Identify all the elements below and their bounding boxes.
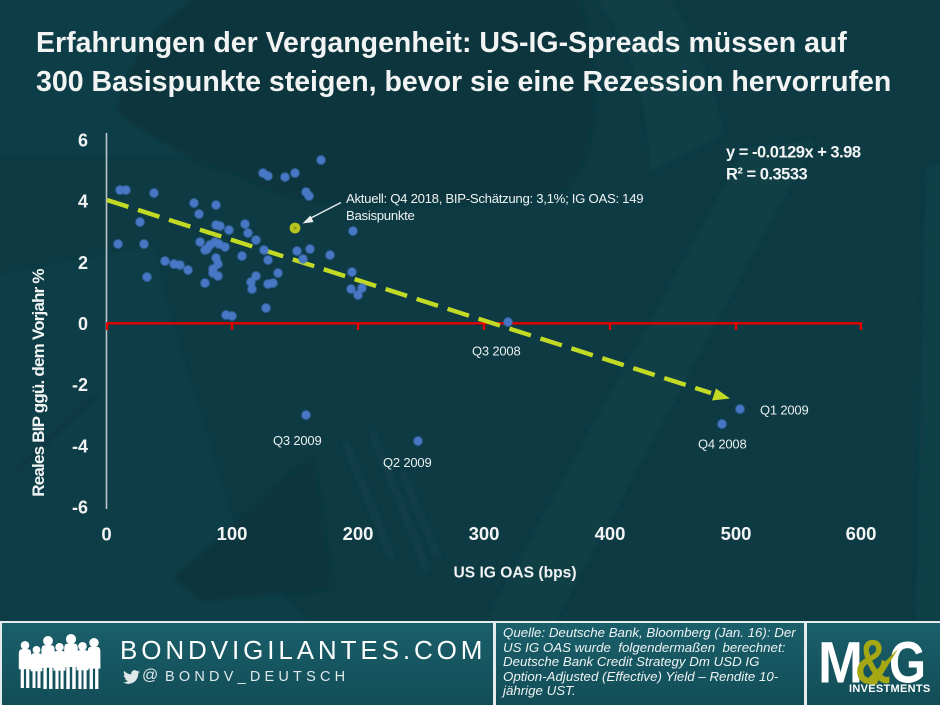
svg-text:6: 6 (78, 131, 88, 151)
svg-text:300: 300 (469, 523, 500, 544)
svg-text:Basispunkte: Basispunkte (346, 208, 415, 223)
svg-text:0: 0 (78, 314, 88, 334)
svg-text:Reales BIP ggü. dem Vorjahr %: Reales BIP ggü. dem Vorjahr % (29, 269, 48, 497)
svg-text:Q3 2009: Q3 2009 (273, 433, 321, 448)
svg-text:200: 200 (343, 523, 374, 544)
svg-text:M: M (818, 630, 863, 695)
svg-text:4: 4 (78, 192, 88, 212)
svg-text:Aktuell: Q4 2018, BIP-Schätzu: Aktuell: Q4 2018, BIP-Schätzung: 3,1%; I… (346, 191, 643, 206)
svg-text:100: 100 (217, 523, 248, 544)
svg-text:Q1 2009: Q1 2009 (760, 403, 808, 418)
svg-text:400: 400 (595, 523, 626, 544)
svg-text:Q4 2008: Q4 2008 (698, 437, 746, 452)
svg-text:Q2 2009: Q2 2009 (383, 455, 431, 470)
svg-text:-4: -4 (72, 436, 88, 456)
svg-text:y = -0.0129x + 3.98: y = -0.0129x + 3.98 (726, 144, 861, 162)
svg-text:US IG OAS (bps): US IG OAS (bps) (453, 565, 576, 582)
svg-text:R² = 0.3533: R² = 0.3533 (726, 166, 808, 184)
svg-text:Q3 2008: Q3 2008 (472, 344, 520, 359)
svg-text:600: 600 (846, 523, 877, 544)
svg-text:500: 500 (721, 523, 752, 544)
svg-text:-6: -6 (72, 498, 88, 518)
svg-text:G: G (889, 630, 926, 695)
svg-text:-2: -2 (72, 375, 88, 395)
svg-text:0: 0 (101, 524, 111, 545)
svg-text:2: 2 (78, 253, 88, 273)
